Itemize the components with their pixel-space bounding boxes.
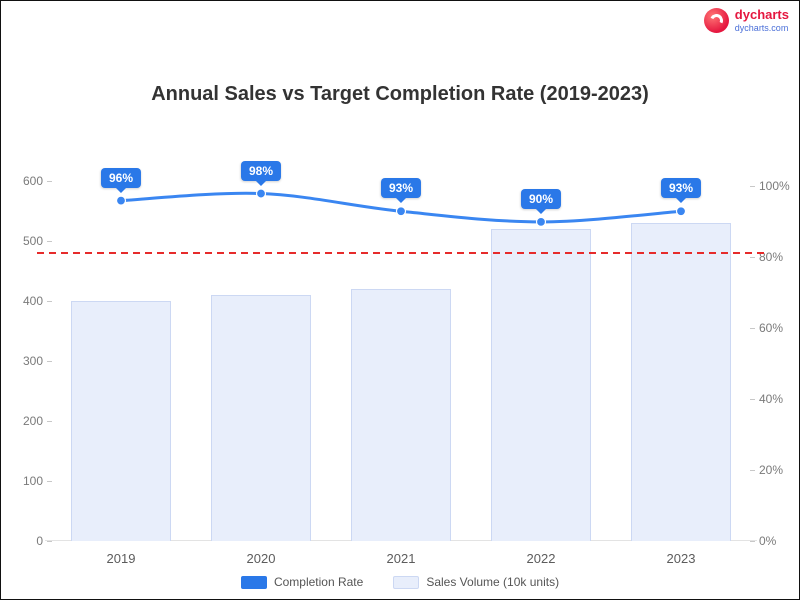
y-axis-right-tick: 80% <box>759 250 784 265</box>
y-axis-right-tickmark <box>750 257 755 259</box>
chart-title: Annual Sales vs Target Completion Rate (… <box>151 83 649 105</box>
y-axis-right-tick: 40% <box>759 392 784 407</box>
bar-2022[interactable] <box>491 229 591 541</box>
bar-2023[interactable] <box>631 223 731 541</box>
brand-name: dycharts <box>734 7 789 22</box>
y-axis-left-tick: 500 <box>22 234 43 248</box>
y-axis-left-tick: 600 <box>22 174 43 188</box>
x-axis-label-2020: 2020 <box>246 551 276 566</box>
y-axis-right-tick: 0% <box>759 534 777 548</box>
y-axis-right-tick: 60% <box>759 321 784 336</box>
data-point-2019[interactable] <box>115 195 127 206</box>
y-axis-right-tickmark <box>750 399 755 401</box>
y-axis-right-tick: 100% <box>759 179 790 194</box>
bar-2019[interactable] <box>71 301 171 541</box>
x-axis-label-2022: 2022 <box>526 551 556 566</box>
data-point-2020[interactable] <box>255 188 267 199</box>
y-axis-left-tickmark <box>47 241 52 242</box>
plot-area: 0 100 200 300 400 500 600 0% 20% 40% 60% 80% 100% 201… <box>23 151 790 566</box>
legend: Completion Rate Sales Volume (10k units) <box>1 575 799 589</box>
y-axis-right-tickmark <box>750 328 755 330</box>
legend-swatch <box>240 575 267 589</box>
x-axis-label-2021: 2021 <box>386 551 416 566</box>
y-axis-left-tick: 200 <box>22 414 43 428</box>
data-label-2020: 98% <box>240 160 282 181</box>
data-point-2023[interactable] <box>675 206 687 217</box>
y-axis-left-tickmark <box>47 361 52 362</box>
brand-logo-text: dycharts dycharts.com <box>734 7 789 33</box>
y-axis-left-tickmark <box>47 421 52 422</box>
data-label-2022: 90% <box>520 188 562 209</box>
y-axis-left-tick: 0 <box>36 534 43 548</box>
x-axis-label-2019: 2019 <box>106 551 136 566</box>
data-label-2019: 96% <box>100 167 142 188</box>
legend-swatch <box>393 575 420 589</box>
brand-url: dycharts.com <box>734 22 789 33</box>
y-axis-left-tickmark <box>47 481 52 482</box>
x-axis-label-2023: 2023 <box>666 551 696 566</box>
data-label-2021: 93% <box>380 178 422 199</box>
y-axis-left-tick: 100 <box>22 474 43 488</box>
y-axis-right-tickmark <box>750 186 755 188</box>
y-axis-right-tick: 20% <box>759 463 784 478</box>
legend-label: Completion Rate <box>273 575 364 589</box>
y-axis-left-tick: 300 <box>22 354 43 368</box>
bar-2020[interactable] <box>211 295 311 541</box>
data-point-2021[interactable] <box>395 206 407 217</box>
y-axis-left-tickmark <box>47 181 52 182</box>
y-axis-right-tickmark <box>750 470 755 472</box>
y-axis-left-tick: 400 <box>22 294 43 308</box>
data-label-2023: 93% <box>660 178 702 199</box>
data-point-2022[interactable] <box>535 216 547 228</box>
legend-item-0[interactable]: Completion Rate <box>240 575 364 589</box>
y-axis-left-tickmark <box>47 301 52 302</box>
bar-2021[interactable] <box>351 289 451 541</box>
legend-item-1[interactable]: Sales Volume (10k units) <box>393 575 559 589</box>
y-axis-left-tickmark <box>47 541 52 542</box>
brand-logo[interactable]: dycharts dycharts.com <box>703 7 789 34</box>
y-axis-right-tickmark <box>750 541 755 542</box>
brand-logo-icon <box>703 8 729 34</box>
legend-label: Sales Volume (10k units) <box>426 575 560 589</box>
